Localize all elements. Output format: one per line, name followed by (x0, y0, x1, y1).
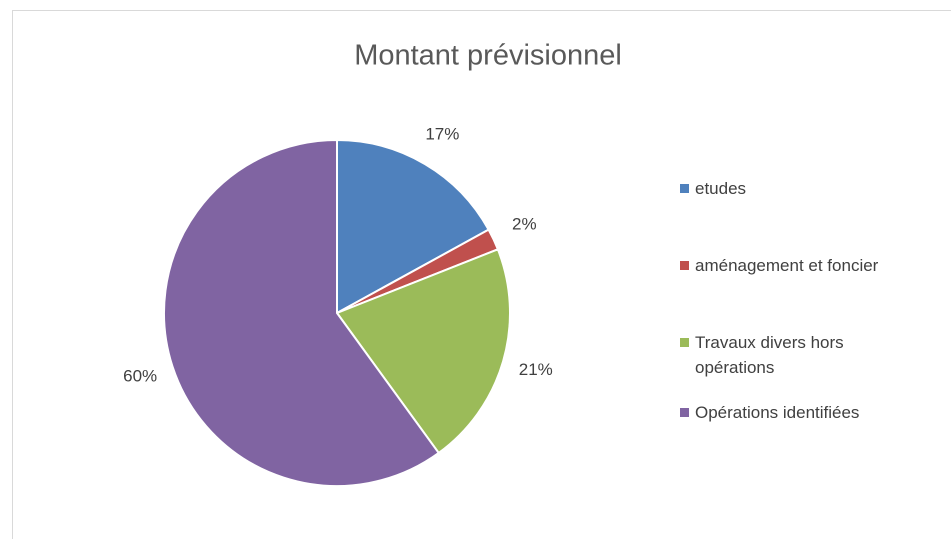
data-label: 60% (123, 366, 157, 385)
legend-swatch (680, 338, 689, 347)
data-label: 21% (519, 360, 553, 379)
legend-label: aménagement et foncier (695, 256, 879, 275)
pie-slice (163, 138, 441, 487)
legend-item: Opérations identifiées (680, 400, 905, 425)
legend-swatch (680, 408, 689, 417)
legend-label: etudes (695, 179, 747, 198)
pie-slice (336, 138, 490, 315)
legend-item: etudes (680, 176, 905, 201)
legend-swatch (680, 261, 689, 270)
legend-swatch (680, 184, 689, 193)
chart-title: Montant prévisionnel (354, 40, 622, 72)
legend-label: Travaux divers hors opérations (695, 333, 844, 377)
chart-border (12, 10, 951, 539)
pie-slice (335, 248, 511, 455)
data-label: 2% (512, 214, 537, 233)
legend-item: Travaux divers hors opérations (680, 330, 905, 380)
legend-item: aménagement et foncier (680, 253, 905, 278)
data-label: 17% (425, 124, 459, 143)
legend-label: Opérations identifiées (695, 403, 860, 422)
